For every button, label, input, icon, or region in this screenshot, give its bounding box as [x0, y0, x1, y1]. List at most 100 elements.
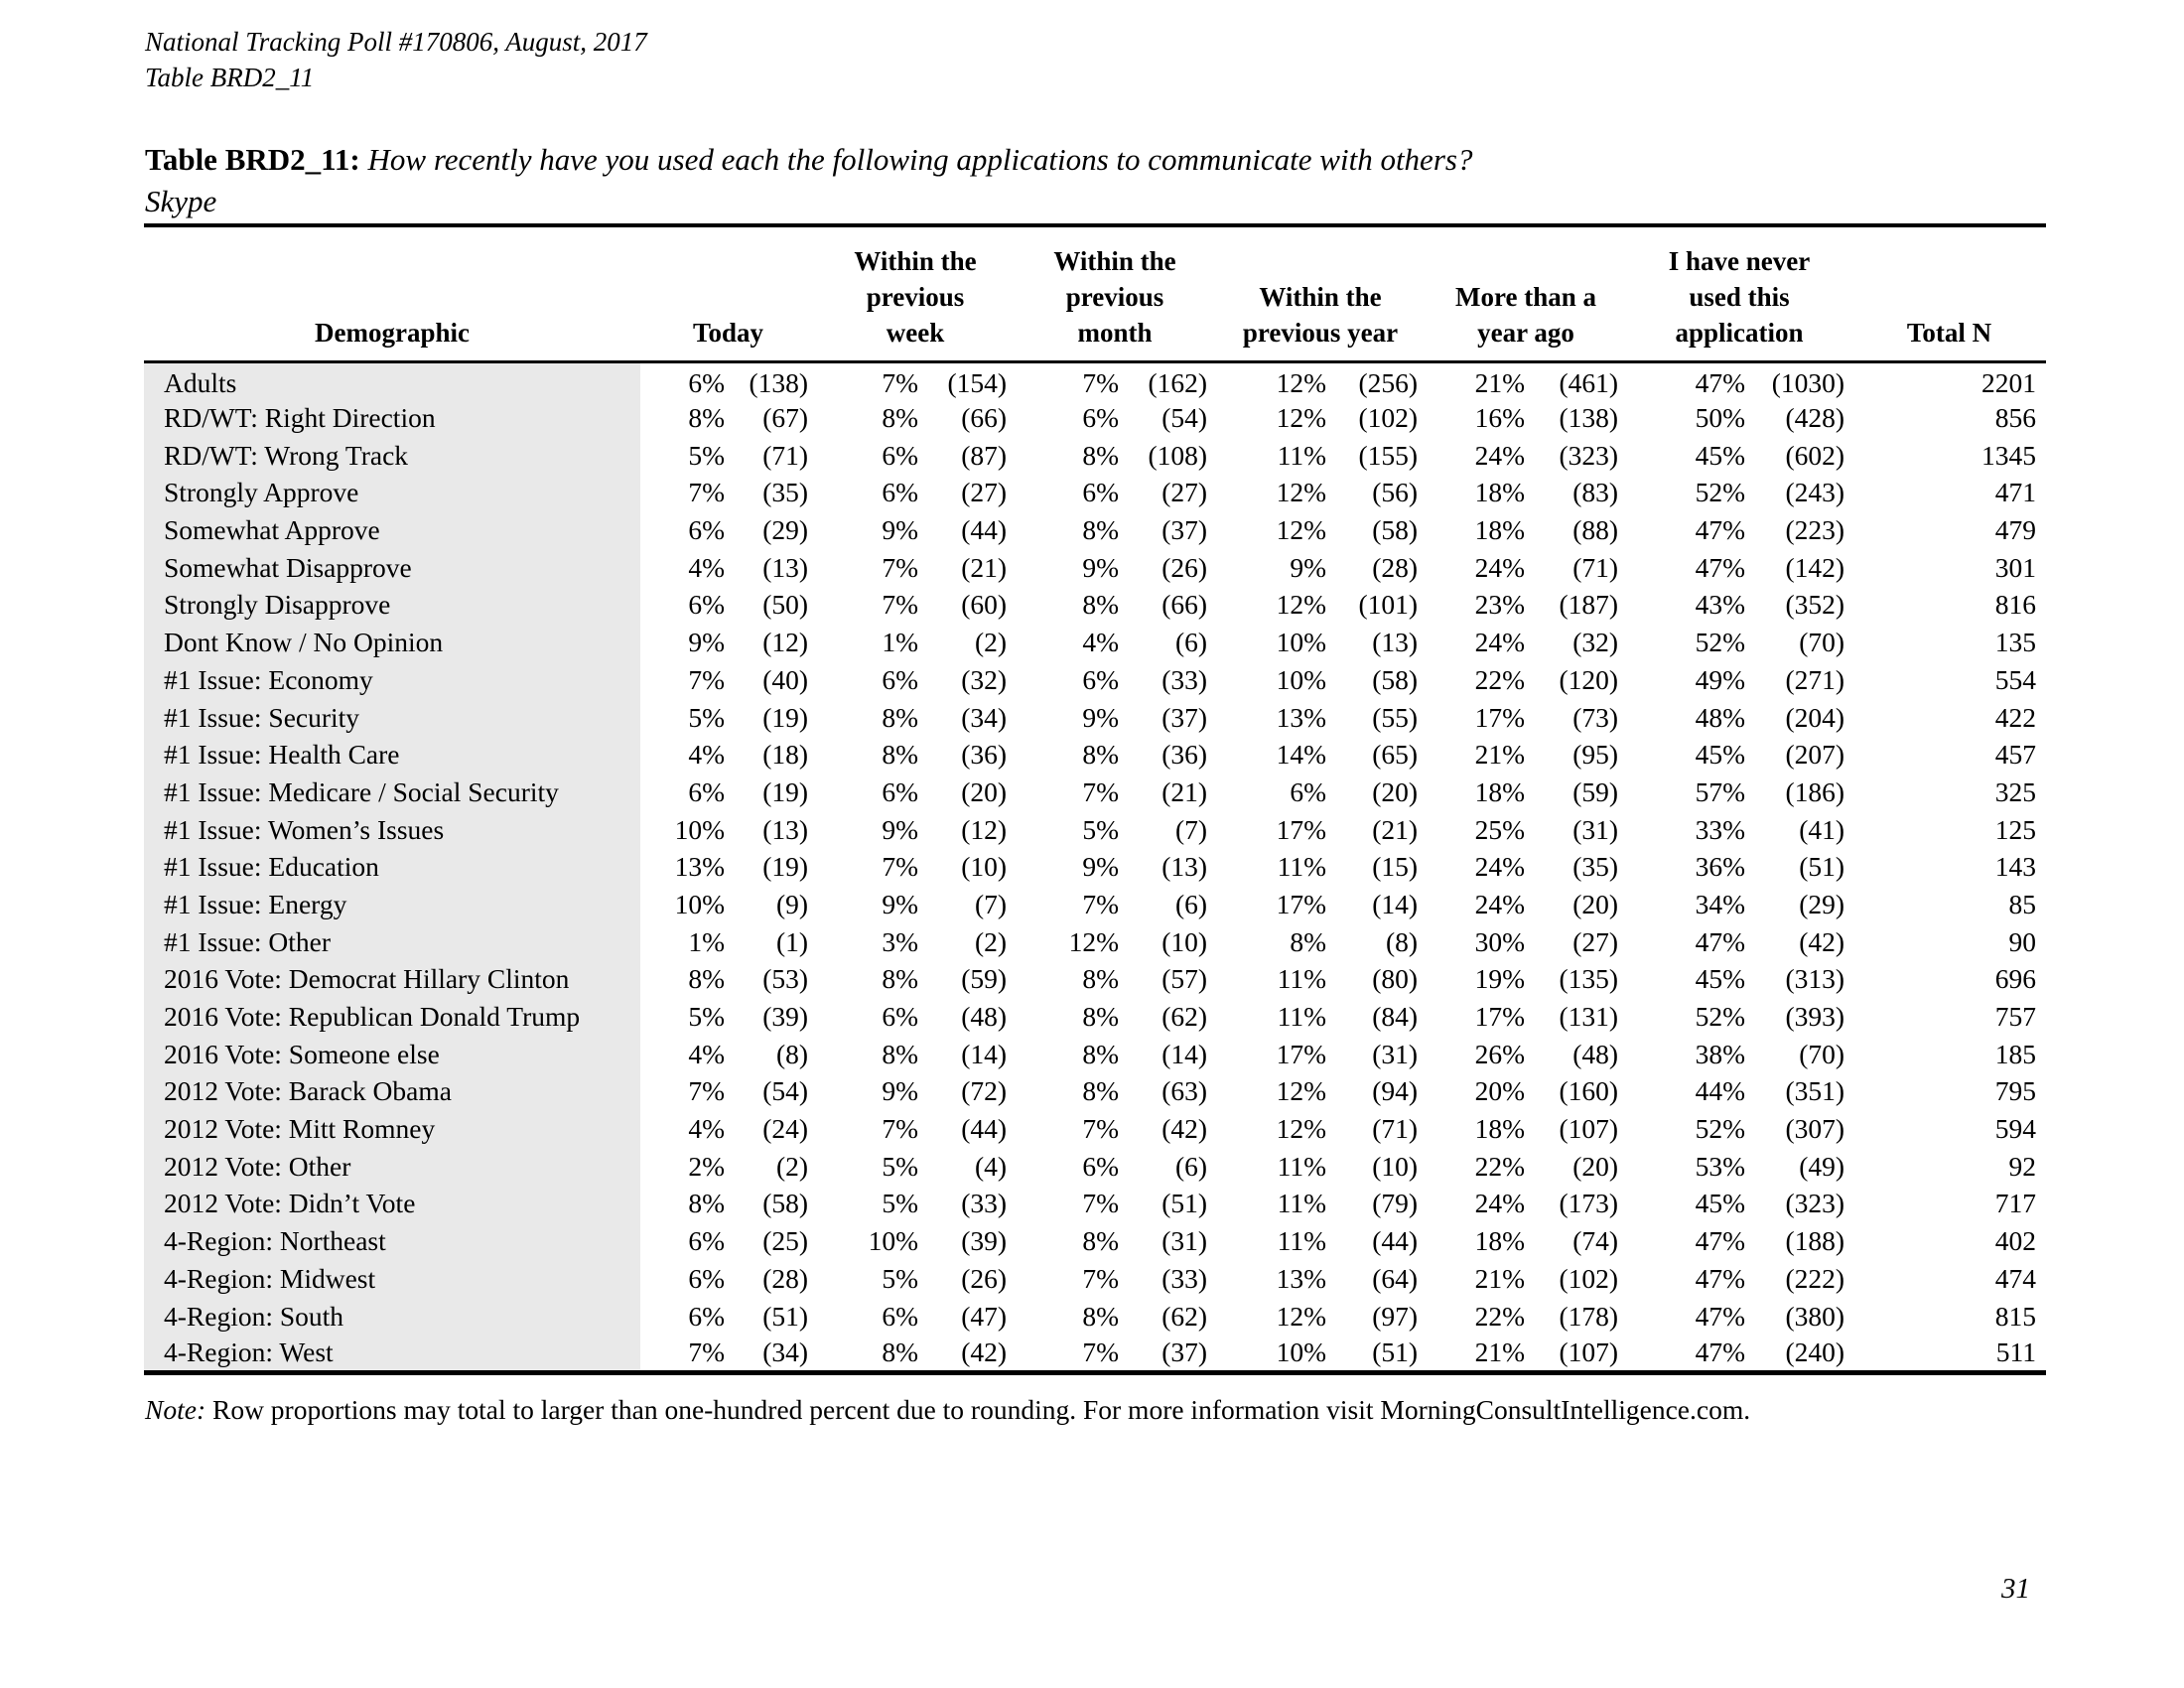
count-cell: (7): [1174, 813, 1208, 845]
count-cell: (27): [1161, 477, 1208, 508]
table-header: Demographic Today Within the previous we…: [144, 225, 2047, 363]
count-cell: (34): [762, 1336, 809, 1367]
percent-cell: 8%: [1082, 739, 1120, 771]
count-cell: (66): [1161, 589, 1208, 621]
header-previous-month: Within the previous month: [1015, 225, 1216, 363]
count-cell: (42): [1161, 1113, 1208, 1145]
demographic-cell: #1 Issue: Security: [144, 698, 640, 737]
count-cell: (2): [974, 925, 1008, 957]
percent-cell: 18%: [1474, 477, 1526, 508]
table-id-line: Table BRD2_11: [145, 63, 315, 92]
total-n-cell: 422: [1994, 701, 2037, 733]
count-cell: (25): [762, 1225, 809, 1257]
demographic-cell: Strongly Approve: [144, 474, 640, 512]
footnote: Note: Row proportions may total to large…: [145, 1392, 1750, 1428]
percent-cell: 30%: [1474, 925, 1526, 957]
count-cell: (27): [961, 477, 1008, 508]
count-cell: (380): [1785, 1300, 1845, 1332]
count-cell: (271): [1785, 663, 1845, 695]
percent-cell: 8%: [1082, 1001, 1120, 1033]
table-row: #1 Issue: Health Care 4% (18) 8% (36) 8% (36) 1…: [144, 736, 2046, 774]
percent-cell: 11%: [1277, 1188, 1327, 1219]
percent-cell: 11%: [1277, 1001, 1327, 1033]
percent-cell: 47%: [1695, 1262, 1746, 1294]
percent-cell: 7%: [688, 663, 725, 695]
percent-cell: 6%: [688, 1225, 725, 1257]
header-more-than-year: More than a year ago: [1426, 225, 1627, 363]
table-row: #1 Issue: Medicare / Social Security 6% (1…: [144, 774, 2046, 811]
count-cell: (67): [762, 402, 809, 434]
percent-cell: 21%: [1474, 1336, 1526, 1367]
demographic-cell: #1 Issue: Medicare / Social Security: [144, 774, 640, 811]
percent-cell: 47%: [1695, 551, 1746, 583]
count-cell: (101): [1358, 589, 1419, 621]
percent-cell: 6%: [1082, 663, 1120, 695]
count-cell: (95): [1572, 739, 1619, 771]
count-cell: (31): [1572, 813, 1619, 845]
percent-cell: 11%: [1277, 851, 1327, 883]
percent-cell: 6%: [882, 1300, 919, 1332]
count-cell: (187): [1559, 589, 1619, 621]
count-cell: (14): [961, 1038, 1008, 1069]
table-row: 2016 Vote: Democrat Hillary Clinton 8% (53…: [144, 960, 2046, 999]
count-cell: (37): [1161, 514, 1208, 546]
title-subject: Skype: [145, 184, 217, 218]
total-n-cell: 696: [1994, 963, 2037, 995]
count-cell: (29): [1799, 888, 1845, 919]
percent-cell: 11%: [1277, 963, 1327, 995]
percent-cell: 3%: [882, 925, 919, 957]
percent-cell: 9%: [882, 514, 919, 546]
count-cell: (48): [961, 1001, 1008, 1033]
percent-cell: 14%: [1276, 739, 1327, 771]
total-n-cell: 1345: [1981, 439, 2037, 471]
percent-cell: 6%: [688, 1262, 725, 1294]
table-row: RD/WT: Right Direction 8% (67) 8% (66) 6% (54)…: [144, 399, 2046, 437]
count-cell: (54): [1161, 402, 1208, 434]
percent-cell: 8%: [882, 402, 919, 434]
percent-cell: 8%: [1082, 1075, 1120, 1107]
table-row: RD/WT: Wrong Track 5% (71) 6% (87) 8% (108) 11%…: [144, 436, 2046, 475]
percent-cell: 9%: [1082, 551, 1120, 583]
count-cell: (54): [762, 1075, 809, 1107]
percent-cell: 45%: [1695, 439, 1746, 471]
count-cell: (53): [762, 963, 809, 995]
count-cell: (36): [961, 739, 1008, 771]
percent-cell: 7%: [1082, 1113, 1120, 1145]
percent-cell: 4%: [688, 1113, 725, 1145]
demographic-cell: #1 Issue: Energy: [144, 886, 640, 923]
note-text: Row proportions may total to larger than…: [205, 1394, 1751, 1425]
count-cell: (14): [1161, 1038, 1208, 1069]
header-never-used: I have never used this application: [1626, 225, 1853, 363]
percent-cell: 4%: [688, 739, 725, 771]
percent-cell: 6%: [882, 439, 919, 471]
count-cell: (2): [974, 627, 1008, 658]
percent-cell: 9%: [688, 627, 725, 658]
table-title: Table BRD2_11: How recently have you use…: [145, 139, 1472, 222]
percent-cell: 7%: [1082, 1336, 1120, 1367]
percent-cell: 24%: [1474, 851, 1526, 883]
percent-cell: 12%: [1068, 925, 1120, 957]
count-cell: (173): [1559, 1188, 1619, 1219]
total-n-cell: 402: [1994, 1225, 2037, 1257]
count-cell: (108): [1148, 439, 1208, 471]
percent-cell: 7%: [1082, 1188, 1120, 1219]
percent-cell: 12%: [1276, 1113, 1327, 1145]
percent-cell: 10%: [674, 888, 725, 919]
percent-cell: 57%: [1695, 775, 1746, 807]
table-row: 4-Region: Northeast 6% (25) 10% (39) 8% (31) 11…: [144, 1222, 2046, 1260]
table-row: 4-Region: Midwest 6% (28) 5% (26) 7% (33) 13% (6…: [144, 1260, 2046, 1298]
count-cell: (66): [961, 402, 1008, 434]
percent-cell: 9%: [1082, 851, 1120, 883]
count-cell: (1030): [1771, 366, 1845, 398]
percent-cell: 12%: [1276, 402, 1327, 434]
percent-cell: 8%: [688, 402, 725, 434]
total-n-cell: 717: [1994, 1188, 2037, 1219]
table-row: Strongly Approve 7% (35) 6% (27) 6% (27) 12% (56…: [144, 474, 2046, 512]
table-row: Somewhat Disapprove 4% (13) 7% (21) 9% (26) 9% (…: [144, 548, 2046, 587]
count-cell: (223): [1785, 514, 1845, 546]
count-cell: (50): [762, 589, 809, 621]
percent-cell: 12%: [1276, 589, 1327, 621]
percent-cell: 1%: [882, 627, 919, 658]
table-row: Adults 6% (138) 7% (154) 7% (162) 12% (256) 21% (4…: [144, 361, 2046, 400]
percent-cell: 16%: [1474, 402, 1526, 434]
